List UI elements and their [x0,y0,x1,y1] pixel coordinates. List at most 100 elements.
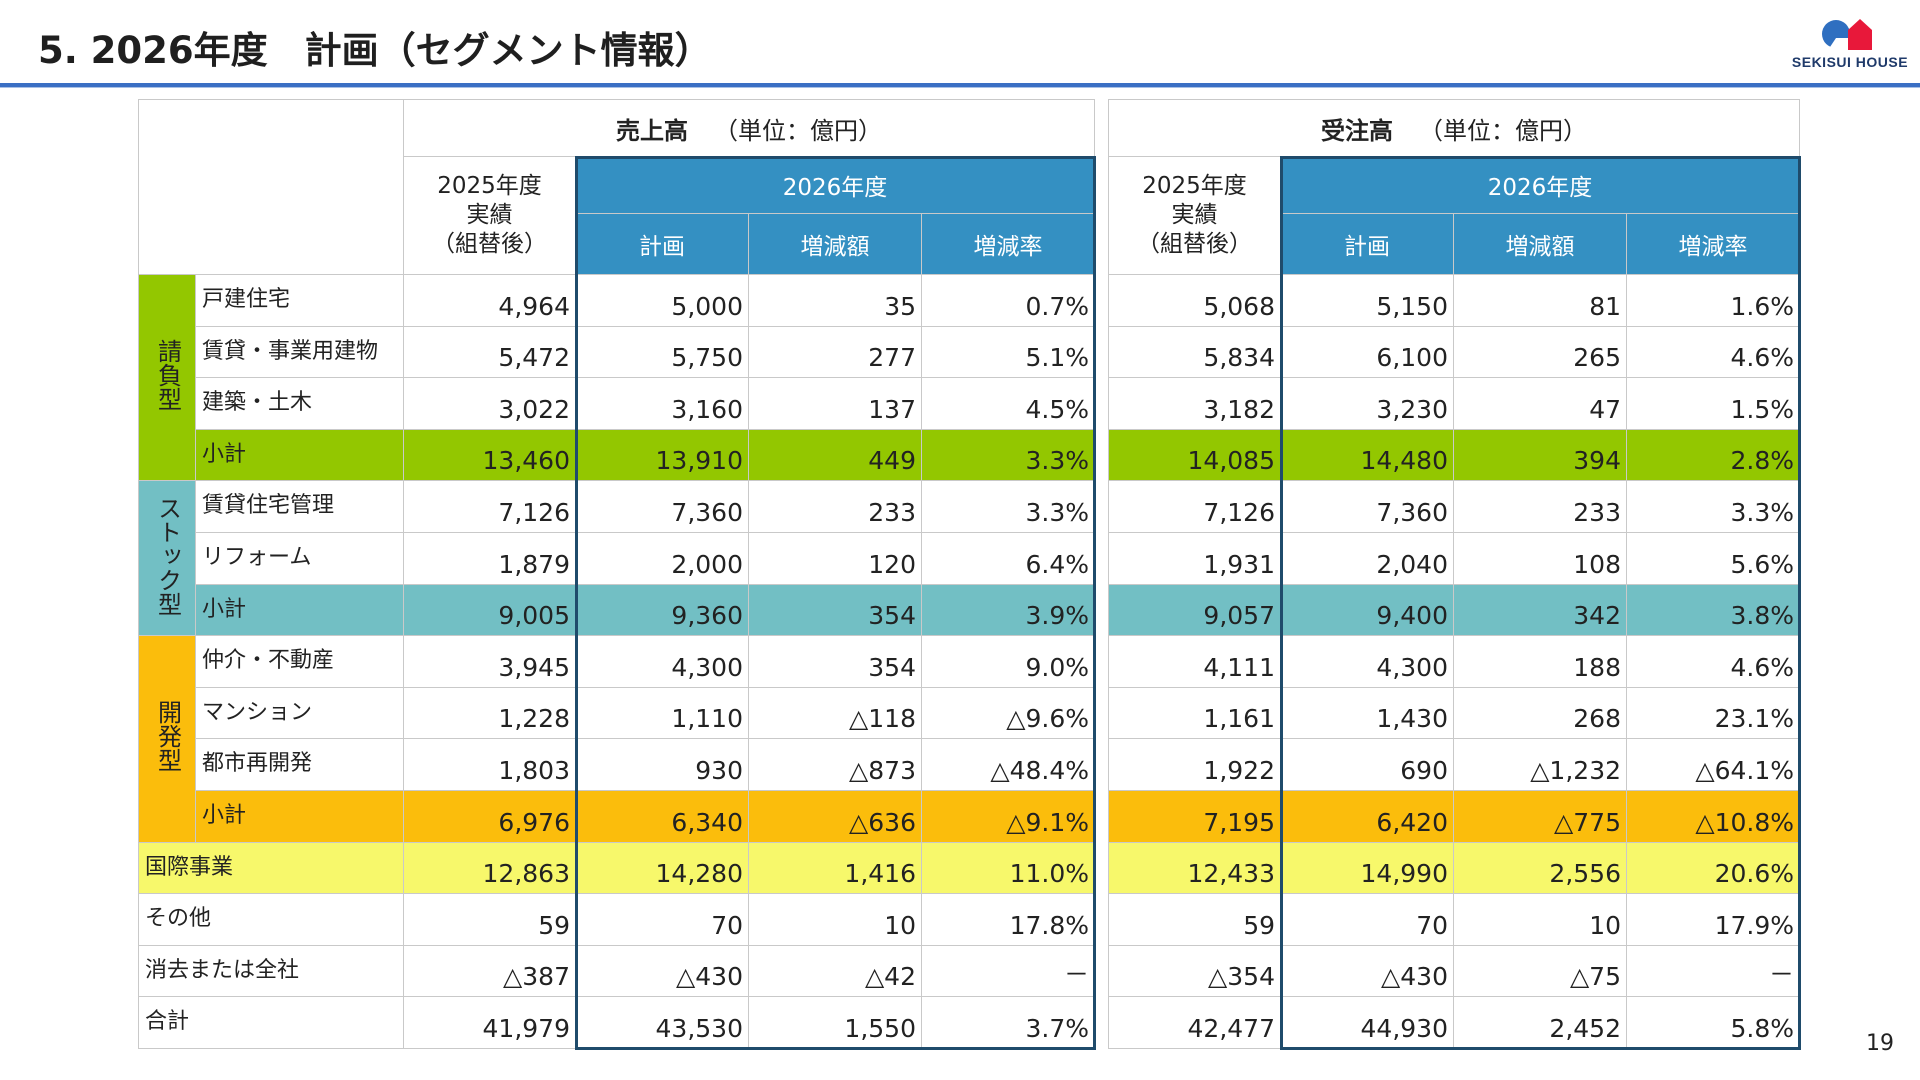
row-label: 建築・土木 [195,377,404,430]
orders-rate-cell: 5.8% [1626,996,1800,1049]
orders-change-cell: 81 [1453,274,1627,327]
orders-prev-cell: 7,195 [1108,789,1281,843]
orders-rate-cell: 17.9% [1626,893,1800,946]
company-logo: SEKISUI HOUSE [1790,16,1910,76]
sales-plan-cell: 5,750 [575,325,749,379]
row-label: 小計 [195,428,404,482]
sales-change-cell: △636 [748,789,922,843]
orders-rate-cell: 20.6% [1626,841,1800,895]
row-label: 小計 [195,583,404,637]
sales-rate-cell: 17.8% [921,893,1095,946]
orders-change-cell: △75 [1453,944,1627,998]
orders-plan-cell: 7,360 [1280,480,1454,533]
orders-prev-cell: 59 [1108,893,1281,946]
table-row: 小計 6,976 6,340 △636 △9.1% [139,789,1095,843]
orders-change-cell: 188 [1453,635,1627,688]
title-underline [0,83,1920,87]
orders-col-plan: 計画 [1280,213,1454,275]
sales-col-change: 増減額 [748,213,922,275]
sales-prev-cell: 7,126 [403,480,576,533]
sales-prev-cell: 13,460 [403,428,576,482]
sales-change-cell: 10 [748,893,922,946]
sales-prev-cell: 3,945 [403,635,576,688]
table-row: 12,433 14,990 2,556 20.6% [1108,841,1800,895]
sales-rate-cell: 3.9% [921,583,1095,637]
row-label: 都市再開発 [195,738,404,791]
orders-rate-cell: 2.8% [1626,428,1800,482]
orders-prev-cell: 1,922 [1108,738,1281,791]
sales-rate-cell: － [921,944,1095,998]
sales-title: 売上高 [616,116,688,145]
table-row: 5,834 6,100 265 4.6% [1108,325,1800,379]
orders-col-change: 増減額 [1453,213,1627,275]
sales-rate-cell: 4.5% [921,377,1095,430]
sales-change-cell: 1,416 [748,841,922,895]
sales-prev-cell: 1,879 [403,531,576,585]
orders-rate-cell: △10.8% [1626,789,1800,843]
table-row: 建築・土木 3,022 3,160 137 4.5% [139,377,1095,430]
table-row: 9,057 9,400 342 3.8% [1108,583,1800,637]
sales-change-cell: 35 [748,274,922,327]
table-row: 請負型 戸建住宅 4,964 5,000 35 0.7% [138,273,1095,482]
house-logo-icon [1822,19,1872,50]
table-row: 5,068 5,150 81 1.6% [1108,274,1800,327]
row-label: 戸建住宅 [195,274,404,327]
orders-col-rate: 増減率 [1626,213,1800,275]
orders-table: 受注高 （単位：億円） 2025年度 実績 （組替後） 2026年度 計画 増減額… [1108,99,1800,1049]
table-row: 合計 41,979 43,530 1,550 3.7% [138,996,1095,1049]
orders-prev-cell: 42,477 [1108,996,1281,1049]
sales-change-cell: △873 [748,738,922,791]
table-row: 7,195 6,420 △775 △10.8% [1108,789,1800,843]
table-row: 59 70 10 17.9% [1108,893,1800,946]
orders-rate-cell: 4.6% [1626,325,1800,379]
sales-plan-cell: 930 [575,738,749,791]
orders-prev-cell: 7,126 [1108,480,1281,533]
table-row: 1,931 2,040 108 5.6% [1108,531,1800,585]
orders-plan-cell: 44,930 [1280,996,1454,1049]
sales-change-cell: △118 [748,686,922,740]
orders-rate-cell: 5.6% [1626,531,1800,585]
table-row: リフォーム 1,879 2,000 120 6.4% [139,531,1095,585]
orders-plan-cell: 5,150 [1280,274,1454,327]
table-row: 開発型 仲介・不動産 3,945 4,300 354 9.0% [138,635,1095,843]
sales-plan-cell: 1,110 [575,686,749,740]
row-label: 小計 [195,789,404,843]
sales-plan-cell: 9,360 [575,583,749,637]
orders-change-cell: 47 [1453,377,1627,430]
orders-plan-cell: 9,400 [1280,583,1454,637]
orders-prev-cell: 14,085 [1108,428,1281,482]
sales-plan-cell: 7,360 [575,480,749,533]
sales-change-cell: 277 [748,325,922,379]
orders-plan-cell: 2,040 [1280,531,1454,585]
sales-plan-cell: 14,280 [575,841,749,895]
page-title: 5. 2026年度 計画（セグメント情報） [38,29,712,72]
orders-rate-cell: － [1626,944,1800,998]
orders-change-cell: △775 [1453,789,1627,843]
sales-rate-cell: 6.4% [921,531,1095,585]
orders-rate-cell: 1.5% [1626,377,1800,430]
orders-year-header: 2026年度 [1280,156,1800,214]
orders-plan-cell: 1,430 [1280,686,1454,740]
table-row: 14,085 14,480 394 2.8% [1108,428,1800,482]
sales-rate-cell: △48.4% [921,738,1095,791]
orders-prev-cell: 5,068 [1108,274,1281,327]
row-label: リフォーム [195,531,404,585]
sales-prev-cell: 41,979 [403,996,576,1049]
sales-prev-cell: 12,863 [403,841,576,895]
orders-plan-cell: 6,100 [1280,325,1454,379]
logo-text: SEKISUI HOUSE [1791,54,1909,70]
row-label: その他 [138,893,404,946]
sales-col-plan: 計画 [575,213,749,275]
orders-prev-cell: 4,111 [1108,635,1281,688]
orders-change-cell: 342 [1453,583,1627,637]
orders-change-cell: 108 [1453,531,1627,585]
orders-rate-cell: 1.6% [1626,274,1800,327]
sales-plan-cell: 2,000 [575,531,749,585]
sales-prev-cell: 59 [403,893,576,946]
table-row: 3,182 3,230 47 1.5% [1108,377,1800,430]
orders-plan-cell: 6,420 [1280,789,1454,843]
row-label: マンション [195,686,404,740]
orders-plan-cell: 14,990 [1280,841,1454,895]
table-row: 4,111 4,300 188 4.6% [1108,635,1800,688]
table-row: 小計 13,460 13,910 449 3.3% [139,428,1095,482]
